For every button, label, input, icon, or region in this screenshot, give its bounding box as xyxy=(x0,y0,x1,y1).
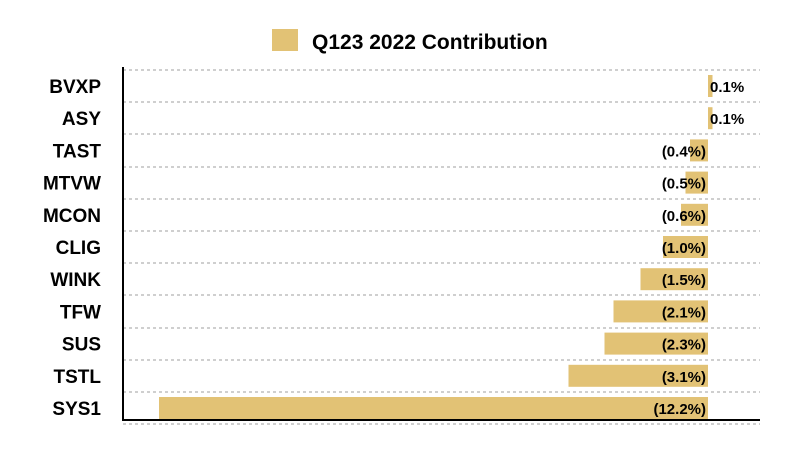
legend-swatch xyxy=(272,29,298,51)
value-label: (0.6%) xyxy=(662,208,706,225)
bar-mtvw xyxy=(685,171,708,194)
bar-tstl xyxy=(568,364,708,387)
legend: Q123 2022 Contribution xyxy=(272,29,548,54)
category-label: TFW xyxy=(60,302,101,323)
bar-sus xyxy=(604,332,708,355)
value-labels: 0.1%0.1%(0.4%)(0.5%)(0.6%)(1.0%)(1.5%)(2… xyxy=(653,79,744,418)
bar-tast xyxy=(690,139,708,162)
value-label: (12.2%) xyxy=(653,401,706,418)
category-labels: BVXP ASY TAST MTVW MCON CLIG WINK TFW SUS TSTL SYS… xyxy=(43,77,101,420)
category-label: BVXP xyxy=(49,77,101,98)
value-label: (0.4%) xyxy=(662,143,706,160)
bars xyxy=(159,75,713,419)
category-label: MTVW xyxy=(43,174,101,195)
bar-mcon xyxy=(681,203,708,226)
bar-wink xyxy=(640,268,708,291)
value-label: (1.0%) xyxy=(662,240,706,257)
value-label: (2.3%) xyxy=(662,337,706,354)
category-label: ASY xyxy=(62,109,101,130)
value-label: (2.1%) xyxy=(662,304,706,321)
category-label: WINK xyxy=(50,270,101,291)
bar-asy xyxy=(708,107,713,130)
legend-label: Q123 2022 Contribution xyxy=(312,31,548,54)
value-label: 0.1% xyxy=(710,79,744,96)
gridlines xyxy=(123,69,760,425)
category-label: TSTL xyxy=(54,367,102,388)
category-label: SYS1 xyxy=(52,399,101,420)
category-label: CLIG xyxy=(56,238,101,259)
category-label: MCON xyxy=(43,206,101,227)
axes xyxy=(122,67,760,421)
value-label: (0.5%) xyxy=(662,176,706,193)
category-label: SUS xyxy=(62,335,101,356)
bar-sys1 xyxy=(159,397,708,419)
value-label: (1.5%) xyxy=(662,272,706,289)
category-label: TAST xyxy=(53,141,102,162)
value-label: 0.1% xyxy=(710,111,744,128)
value-label: (3.1%) xyxy=(662,369,706,386)
bar-tfw xyxy=(613,300,708,323)
bar-bvxp xyxy=(708,75,713,97)
bar-clig xyxy=(663,236,708,258)
